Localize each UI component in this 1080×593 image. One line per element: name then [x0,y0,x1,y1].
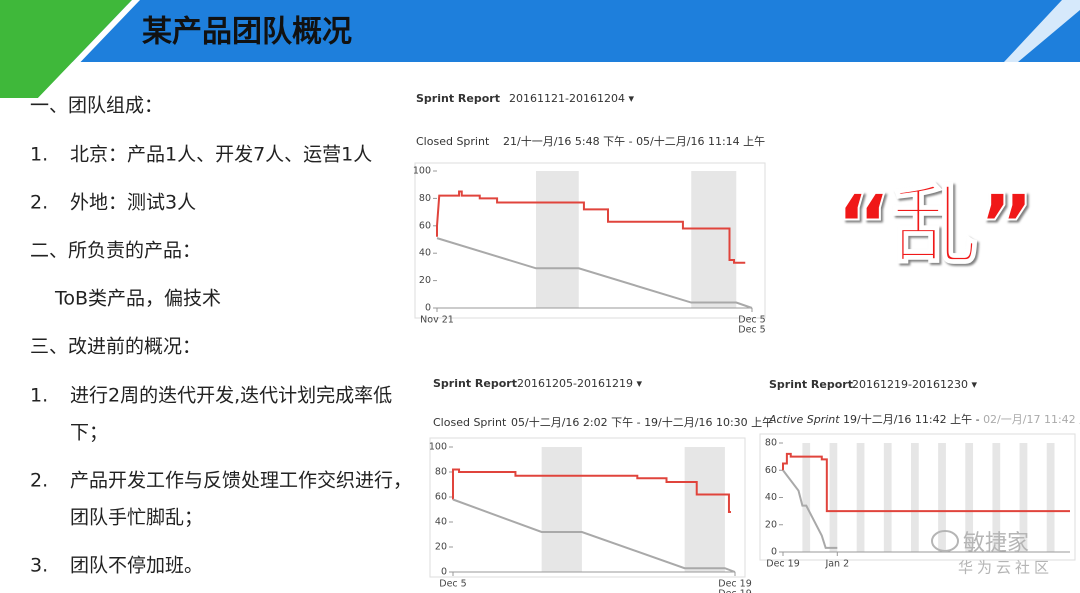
watermark-source: 华为云社区 [958,559,1053,577]
nonworking-band [536,171,579,308]
sprint-state: Closed Sprint [433,416,507,429]
period-part: 05/十二月/16 2:02 下午 - 19/十二月/16 10:30 上午 [511,415,773,429]
watermark: 敏捷家 华为云社区 [931,530,1053,577]
nonworking-band [938,443,946,552]
x-tick-label: Nov 21 [420,315,454,326]
series-line [782,469,838,549]
x-tick-label: Dec 19 [718,579,752,590]
burndown-chart: Sprint Report 20161205-20161219 ▾ Closed S… [429,377,773,593]
y-tick-label: 40 [419,248,431,259]
item-text: 产品开发工作与反馈处理工作交织进行， [70,470,412,492]
series-line [436,190,746,264]
nonworking-band [910,443,919,552]
y-tick-label: 40 [765,492,777,503]
y-tick-label: 100 [429,442,447,453]
series-line [782,452,1070,513]
watermark-name: 敏捷家 [963,531,1029,556]
nonworking-band [856,443,865,552]
item-text: 进行2周的迭代开发,迭代计划完成率低 [70,385,392,407]
item-text: 一、团队组成： [30,95,163,117]
x-tick-label: Dec 5 [738,325,765,336]
nonworking-band [829,443,838,552]
slide-title: 某产品团队概况 [142,15,352,50]
y-tick-label: 100 [413,166,431,177]
y-tick-label: 40 [435,517,447,528]
item-text: 三、改进前的概况： [30,336,201,358]
x-tick-label: Dec 19 [718,589,752,593]
sprint-selector: 20161121-20161204 ▾ [509,92,634,105]
y-tick-label: 0 [441,567,447,578]
sprint-period: 21/十一月/16 5:48 下午 - 05/十二月/16 11:14 上午 [503,134,765,148]
item-text: 团队手忙脚乱； [70,507,203,529]
nonworking-band [965,443,974,552]
x-tick-label: Dec 5 [738,315,765,326]
sprint-selector: 20161219-20161230 ▾ [852,378,977,391]
header-stripe [1004,0,1080,62]
period-part: 19/十二月/16 11:42 上午 - [843,412,983,426]
item-text: 外地：测试3人 [70,192,196,214]
sprint-selector: 20161205-20161219 ▾ [517,377,642,390]
y-tick-label: 80 [435,467,447,478]
sprint-period: 05/十二月/16 2:02 下午 - 19/十二月/16 10:30 上午 [511,415,773,429]
sprint-state: Closed Sprint [416,135,490,148]
nonworking-band [541,447,582,572]
nonworking-band [883,443,892,552]
y-tick-label: 80 [419,193,431,204]
header-accent [0,0,132,98]
burndown-chart: Sprint Report 20161121-20161204 ▾ Closed S… [413,92,766,336]
item-number: 3. [30,555,48,577]
item-number: 1. [30,385,48,407]
burndown-chart: Sprint Report 20161219-20161230 ▾ Active S… [759,378,1080,570]
header-band [0,0,1080,62]
y-tick-label: 0 [425,303,431,314]
y-tick-label: 0 [771,547,777,558]
report-title: Sprint Report [433,377,517,390]
item-number: 2. [30,192,48,214]
report-title: Sprint Report [769,378,853,391]
x-tick-label: Jan 2 [824,559,849,570]
nonworking-band [992,443,1001,552]
nonworking-band [1019,443,1028,552]
nonworking-band [802,443,811,552]
item-text: 二、所负责的产品： [30,240,201,262]
x-tick-label: Dec 19 [766,559,800,570]
watermark-icon [931,530,959,552]
item-text: 团队不停加班。 [70,555,203,577]
report-title: Sprint Report [416,92,500,105]
period-part: 02/一月/17 11:42 上午 [983,413,1080,426]
y-tick-label: 20 [419,275,431,286]
item-text: 下； [70,422,108,444]
header-divider [38,0,140,98]
y-tick-label: 20 [435,542,447,553]
annotation: “乱” [835,176,1034,276]
series-line [436,237,753,309]
y-tick-label: 60 [765,465,777,476]
series-line [452,498,736,573]
sprint-period: 19/十二月/16 11:42 上午 - 02/一月/17 11:42 上午 [843,412,1080,426]
item-number: 2. [30,470,48,492]
period-part: 21/十一月/16 5:48 下午 - 05/十二月/16 11:14 上午 [503,134,765,148]
item-text: 北京：产品1人、开发7人、运营1人 [70,144,372,166]
y-tick-label: 80 [765,438,777,449]
nonworking-band [684,447,725,572]
nonworking-band [1046,443,1055,552]
y-tick-label: 60 [419,220,431,231]
sprint-state: Active Sprint [768,413,840,426]
item-number: 1. [30,144,48,166]
series-line [452,468,731,513]
x-tick-label: Dec 5 [439,579,466,590]
y-tick-label: 20 [765,519,777,530]
y-tick-label: 60 [435,492,447,503]
item-text: ToB类产品，偏技术 [54,288,221,310]
